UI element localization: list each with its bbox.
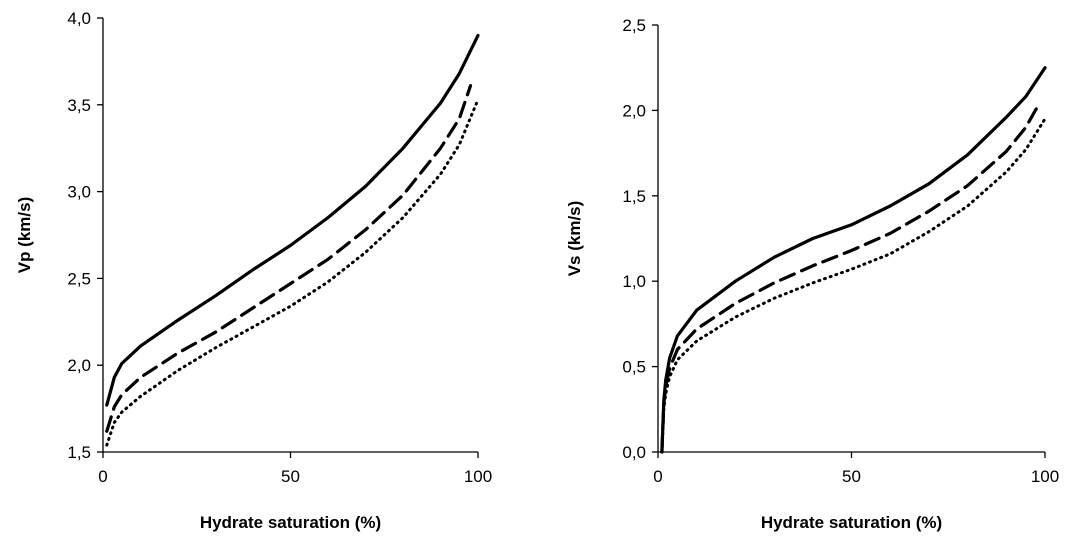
vp-series-dashed (105, 84, 473, 433)
vs-x-tick-label: 100 (1031, 467, 1059, 486)
vs-chart: 0,0 0,5 1,0 1,5 2,0 2,5 0 50 100 Hydrate saturati… (565, 16, 1059, 532)
vp-y-tick-label: 1,5 (67, 443, 91, 462)
vp-y-tick-label: 2,5 (67, 269, 91, 288)
vs-y-tick-label: 2,0 (622, 101, 646, 120)
vs-series-solid (660, 66, 1047, 454)
vp-x-axis-title: Hydrate saturation (%) (200, 513, 381, 532)
vs-y-tick-label: 2,5 (622, 16, 646, 35)
vs-y-tick-label: 0,0 (622, 443, 646, 462)
vs-x-tick-label: 0 (653, 467, 662, 486)
vs-series-dashed (660, 105, 1039, 454)
vp-y-axis-title: Vp (km/s) (15, 197, 34, 274)
vp-series-dotted (105, 98, 480, 447)
vs-y-axis-title: Vs (km/s) (565, 201, 584, 277)
vp-y-tick-label: 3,5 (67, 96, 91, 115)
vs-series-dotted (660, 117, 1047, 454)
vs-y-tick-label: 1,5 (622, 187, 646, 206)
vs-y-tick-label: 1,0 (622, 272, 646, 291)
vp-y-tick-label: 4,0 (67, 9, 91, 28)
vp-x-tick-label: 100 (464, 467, 492, 486)
vp-chart: 1,5 2,0 2,5 3,0 3,5 4,0 0 50 100 Hydrate saturati… (15, 9, 492, 532)
vp-series-solid (105, 33, 480, 407)
vp-y-tick-label: 3,0 (67, 183, 91, 202)
vs-y-tick-label: 0,5 (622, 358, 646, 377)
vp-y-tick-label: 2,0 (67, 356, 91, 375)
vs-x-tick-label: 50 (842, 467, 861, 486)
vp-x-tick-label: 0 (98, 467, 107, 486)
vs-x-axis-title: Hydrate saturation (%) (761, 513, 942, 532)
vp-x-tick-label: 50 (281, 467, 300, 486)
